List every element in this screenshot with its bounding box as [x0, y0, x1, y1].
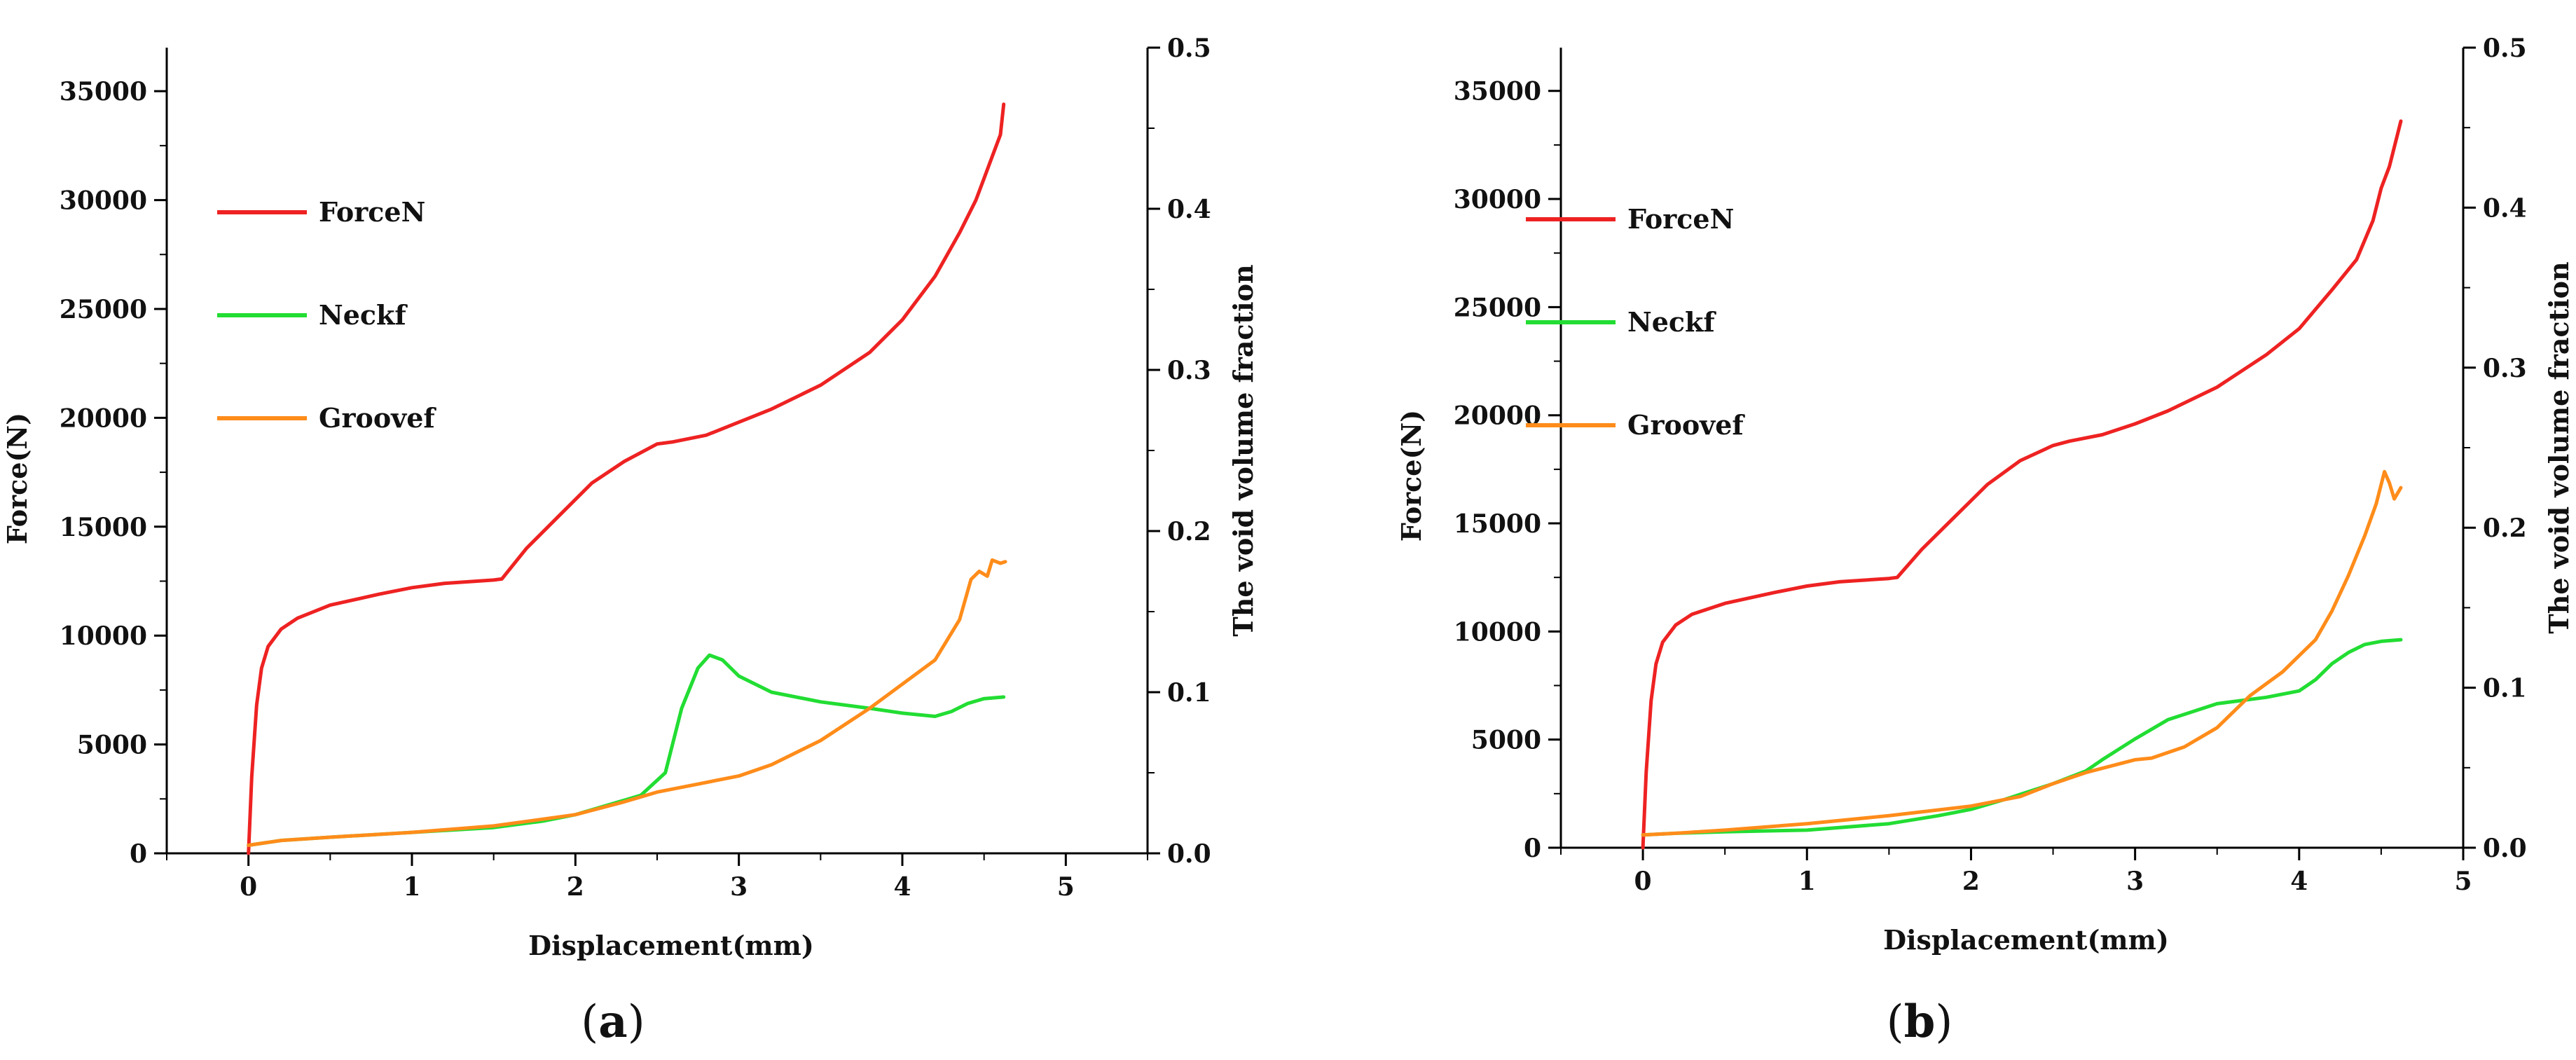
x-tick-label-a: 4: [893, 872, 911, 902]
y-tick-label-b: 5000: [1471, 726, 1541, 755]
y2-tick-label-b: 0.2: [2483, 514, 2527, 543]
y-tick-label-a: 15000: [60, 513, 147, 542]
chart-panel-b: 0 1 2 3 4 50500010000150002000025000300003500…: [1396, 34, 2575, 1048]
series-line-forcen-b: [1641, 119, 2403, 850]
y-axis-title-a: Force(N): [1, 413, 33, 544]
y-tick-label-a: 20000: [60, 404, 147, 433]
legend-label-neckf-b: Neckf: [1627, 306, 1716, 338]
y2-tick-label-b: 0.0: [2483, 834, 2527, 863]
series-line-groovef-b: [1641, 469, 2403, 837]
panel-letter-a: a: [598, 996, 627, 1048]
legend-label-neckf-a: Neckf: [319, 299, 408, 331]
legend-b: ForceN Neckf Groovef: [1526, 203, 1745, 441]
axes-frame-b: 0 1 2 3 4 50500010000150002000025000300003500…: [1454, 34, 2527, 896]
y2-axis-title-a: The void volume fraction: [1227, 264, 1259, 636]
y-tick-label-b: 10000: [1454, 617, 1541, 647]
y2-tick-label-b: 0.4: [2483, 193, 2527, 223]
y-tick-label-b: 15000: [1454, 509, 1541, 539]
y-tick-label-b: 0: [1524, 834, 1541, 863]
legend-a: ForceN Neckf Groovef: [217, 196, 436, 434]
x-tick-label-b: 0: [1634, 867, 1652, 896]
x-axis-title-a: Displacement(mm): [528, 930, 814, 961]
series-line-neckf-a: [247, 653, 1006, 847]
y2-tick-label-b: 0.1: [2483, 674, 2527, 703]
y-tick-label-b: 25000: [1454, 293, 1541, 322]
y-axis-title-b: Force(N): [1396, 410, 1427, 542]
x-tick-label-b: 5: [2454, 867, 2472, 896]
y2-tick-label-a: 0.0: [1167, 839, 1211, 869]
series-line-forcen-a: [247, 102, 1006, 855]
y2-tick-label-a: 0.3: [1167, 356, 1211, 385]
axes-frame-a: 0 1 2 3 4 5 0 5000 10000 15000 20000 25000 30000 3500…: [60, 34, 1211, 902]
x-tick-label-a: 2: [567, 872, 584, 902]
y-tick-label-a: 5000: [77, 731, 147, 760]
x-tick-label-b: 3: [2126, 867, 2144, 896]
y-tick-label-b: 35000: [1454, 77, 1541, 106]
series-line-groovef-a: [247, 558, 1007, 847]
y2-tick-label-a: 0.2: [1167, 517, 1211, 546]
panel-label-b: (b): [1887, 996, 1953, 1048]
x-axis-title-b: Displacement(mm): [1883, 924, 2169, 956]
y2-tick-label-a: 0.5: [1167, 34, 1211, 63]
x-tick-label-b: 2: [1962, 867, 1980, 896]
y-tick-label-a: 10000: [60, 621, 147, 651]
y-tick-label-b: 30000: [1454, 185, 1541, 214]
y-tick-label-a: 0: [130, 839, 147, 869]
legend-label-groovef-b: Groovef: [1627, 409, 1745, 441]
y-tick-label-a: 35000: [60, 77, 147, 106]
x-tick-label-b: 1: [1798, 867, 1816, 896]
chart-panel-a: 0 1 2 3 4 5 0 5000 10000 15000 20000 25000 30000 3500…: [1, 34, 1259, 1048]
series-lines-a: [247, 102, 1007, 855]
y2-axis-title-b: The void volume fraction: [2543, 261, 2575, 633]
y-tick-label-a: 30000: [60, 186, 147, 216]
legend-label-forcen-a: ForceN: [319, 196, 425, 228]
x-tick-label-b: 4: [2290, 867, 2308, 896]
legend-label-forcen-b: ForceN: [1627, 203, 1734, 235]
y2-tick-label-b: 0.3: [2483, 354, 2527, 383]
panel-letter-b: b: [1904, 996, 1936, 1048]
y2-tick-label-a: 0.4: [1167, 195, 1211, 224]
x-tick-label-a: 3: [730, 872, 748, 902]
x-tick-label-a: 1: [403, 872, 420, 902]
y2-tick-label-a: 0.1: [1167, 678, 1211, 708]
x-tick-label-a: 5: [1057, 872, 1075, 902]
x-tick-label-a: 0: [240, 872, 257, 902]
series-lines-b: [1641, 119, 2403, 850]
legend-label-groovef-a: Groovef: [319, 402, 436, 434]
y2-tick-label-b: 0.5: [2483, 34, 2527, 63]
series-line-neckf-b: [1641, 638, 2403, 837]
panel-label-a: (a): [581, 996, 645, 1048]
y-tick-label-a: 25000: [60, 295, 147, 324]
